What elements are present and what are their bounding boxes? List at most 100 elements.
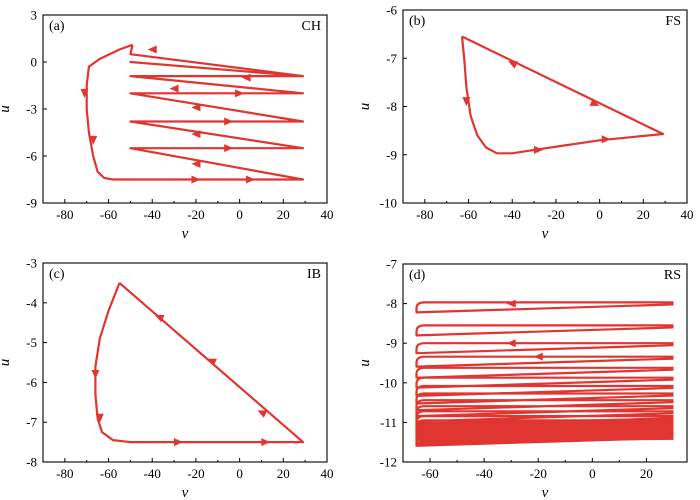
x-tick-label: 20 bbox=[640, 466, 653, 481]
y-tick-label: -7 bbox=[386, 51, 397, 66]
direction-arrow bbox=[601, 135, 611, 144]
y-axis-label: u bbox=[357, 359, 373, 367]
x-axis-label: v bbox=[542, 485, 549, 500]
y-tick-label: -5 bbox=[26, 335, 37, 350]
x-axis-label: v bbox=[182, 485, 189, 500]
plot-frame bbox=[402, 9, 688, 204]
y-tick-label: -8 bbox=[26, 455, 37, 470]
direction-arrow bbox=[533, 352, 543, 361]
x-tick-label: -40 bbox=[144, 207, 161, 222]
x-tick-label: 0 bbox=[596, 207, 603, 222]
direction-arrow bbox=[261, 438, 271, 447]
x-tick-label: -60 bbox=[100, 466, 117, 481]
x-tick-label: -60 bbox=[100, 207, 117, 222]
panel-title: FS bbox=[665, 14, 681, 29]
plot-frame bbox=[42, 262, 328, 463]
direction-arrow bbox=[154, 314, 165, 323]
x-tick-label: -40 bbox=[144, 466, 161, 481]
x-tick-label: -60 bbox=[460, 207, 477, 222]
x-tick-label: -80 bbox=[416, 207, 433, 222]
panel-label: (c) bbox=[49, 267, 65, 282]
direction-arrow bbox=[241, 73, 251, 82]
direction-arrow bbox=[224, 117, 234, 126]
dense-trajectory-band bbox=[416, 418, 674, 443]
y-tick-label: -7 bbox=[386, 257, 397, 272]
y-tick-label: -3 bbox=[26, 256, 37, 271]
x-tick-label: -40 bbox=[504, 207, 521, 222]
panel-title: RS bbox=[664, 268, 681, 283]
y-axis-label: u bbox=[0, 105, 13, 113]
chart-panel-3: -80 -60 -40 -20 0 20 40 -8 -7 -6 -5 -4 -3 v u (c) IB bbox=[0, 256, 334, 500]
x-tick-label: -20 bbox=[530, 466, 547, 481]
y-tick-label: -6 bbox=[26, 149, 37, 164]
direction-arrow bbox=[462, 97, 471, 107]
x-tick-label: -20 bbox=[187, 466, 204, 481]
direction-arrow bbox=[235, 89, 245, 98]
direction-arrow bbox=[257, 410, 268, 418]
x-tick-label: 40 bbox=[321, 207, 334, 222]
panel-label: (a) bbox=[49, 19, 65, 34]
y-axis-label: u bbox=[0, 359, 13, 367]
y-tick-label: -10 bbox=[380, 375, 397, 390]
direction-arrow bbox=[169, 84, 179, 93]
direction-arrow bbox=[508, 61, 518, 69]
x-tick-label: 20 bbox=[637, 207, 650, 222]
y-tick-label: -9 bbox=[26, 196, 37, 211]
direction-arrow bbox=[589, 98, 600, 106]
x-tick-label: -80 bbox=[56, 207, 73, 222]
y-tick-label: -6 bbox=[26, 375, 37, 390]
panel-title: CH bbox=[302, 19, 321, 34]
direction-arrow bbox=[191, 175, 201, 184]
y-tick-label: -10 bbox=[380, 196, 397, 211]
y-tick-label: -4 bbox=[26, 295, 37, 310]
trajectory-line bbox=[460, 35, 665, 155]
y-tick-label: 0 bbox=[31, 55, 38, 70]
x-tick-label: -60 bbox=[421, 466, 438, 481]
direction-arrow bbox=[95, 413, 104, 423]
x-tick-label: 0 bbox=[589, 466, 596, 481]
y-tick-label: -8 bbox=[386, 99, 397, 114]
y-tick-label: -9 bbox=[386, 336, 397, 351]
trajectory-line bbox=[94, 282, 305, 444]
x-tick-label: 40 bbox=[321, 466, 334, 481]
x-axis-label: v bbox=[542, 226, 549, 242]
direction-arrow bbox=[191, 130, 201, 139]
direction-arrow bbox=[173, 438, 183, 447]
trajectory-line bbox=[85, 43, 305, 181]
direction-arrow bbox=[506, 299, 516, 308]
direction-arrow bbox=[207, 358, 217, 367]
y-tick-label: -9 bbox=[386, 147, 397, 162]
x-tick-label: 0 bbox=[236, 466, 243, 481]
panel-title: IB bbox=[307, 267, 321, 282]
y-tick-label: -8 bbox=[386, 296, 397, 311]
plot-frame bbox=[402, 263, 688, 463]
y-axis-label: u bbox=[357, 103, 373, 111]
y-tick-label: -7 bbox=[26, 415, 37, 430]
direction-arrow bbox=[533, 145, 543, 154]
x-tick-label: 20 bbox=[277, 207, 290, 222]
x-tick-label: -80 bbox=[56, 466, 73, 481]
x-tick-label: -40 bbox=[475, 466, 492, 481]
y-tick-label: -6 bbox=[386, 3, 397, 18]
direction-arrow bbox=[147, 45, 157, 54]
x-tick-label: -20 bbox=[187, 207, 204, 222]
x-tick-label: 40 bbox=[681, 207, 694, 222]
x-tick-label: -20 bbox=[547, 207, 564, 222]
direction-arrow bbox=[91, 369, 100, 379]
direction-arrow bbox=[80, 88, 89, 98]
direction-arrow bbox=[506, 339, 516, 348]
y-tick-label: -3 bbox=[26, 102, 37, 117]
x-axis-label: v bbox=[182, 226, 189, 242]
x-tick-label: 0 bbox=[236, 207, 243, 222]
chart-panel-2: -80 -60 -40 -20 0 20 40 -10 -9 -8 -7 -6 v u (b) FS bbox=[357, 3, 694, 243]
y-tick-label: 3 bbox=[31, 8, 38, 23]
direction-arrow bbox=[224, 144, 234, 153]
x-tick-label: 20 bbox=[277, 466, 290, 481]
panel-label: (d) bbox=[409, 268, 426, 283]
direction-arrow bbox=[89, 135, 98, 145]
chart-panel-1: -80 -60 -40 -20 0 20 40 -9 -6 -3 0 3 v u (a) CH bbox=[0, 8, 334, 243]
y-tick-label: -11 bbox=[380, 415, 397, 430]
panel-label: (b) bbox=[409, 14, 426, 29]
chart-panel-4: -60 -40 -20 0 20 -12 -11 -10 -9 -8 -7 v u (d) RS bbox=[357, 257, 688, 500]
